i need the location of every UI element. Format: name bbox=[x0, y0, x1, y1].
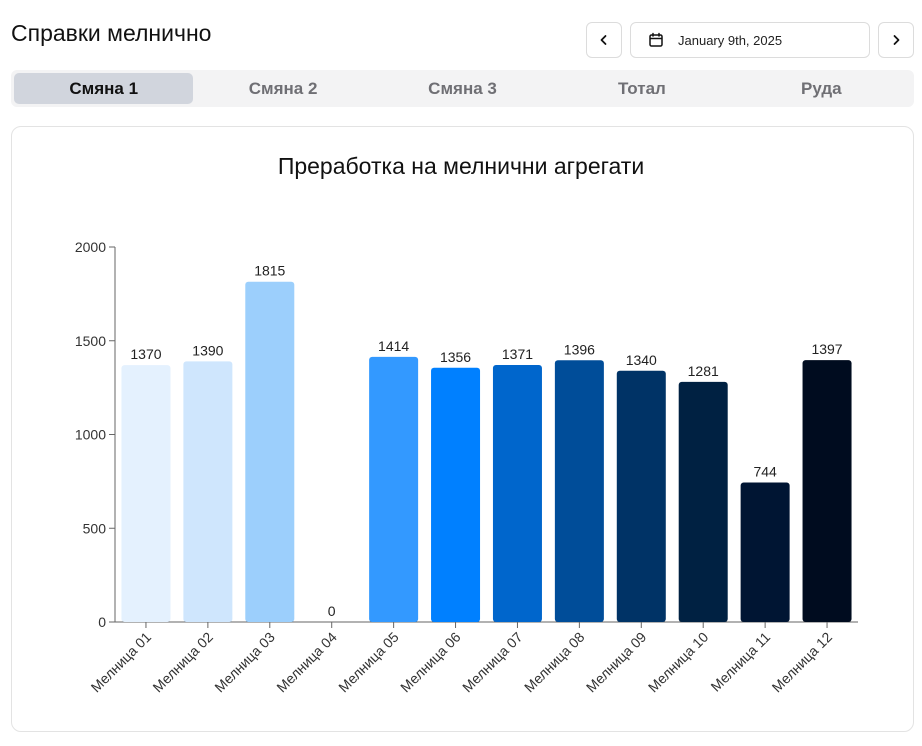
bar bbox=[369, 356, 419, 622]
x-tick-label: Мелница 11 bbox=[707, 629, 773, 695]
bar bbox=[802, 360, 852, 622]
shift-tabs: Смяна 1 Смяна 2 Смяна 3 Тотал Руда bbox=[11, 70, 914, 107]
tab-ore[interactable]: Руда bbox=[801, 78, 842, 98]
x-tick-label: Мелница 07 bbox=[459, 629, 526, 696]
tab-shift-1[interactable]: Смяна 1 bbox=[14, 73, 194, 104]
x-tick-label: Мелница 04 bbox=[273, 629, 340, 696]
y-tick-label: 1000 bbox=[75, 427, 106, 443]
bar-value-label: 1340 bbox=[626, 352, 657, 368]
bar bbox=[616, 370, 666, 622]
bar-value-label: 0 bbox=[328, 603, 336, 619]
bar bbox=[554, 360, 604, 622]
bar-value-label: 744 bbox=[753, 464, 777, 480]
next-day-button[interactable] bbox=[878, 22, 914, 58]
calendar-icon bbox=[649, 32, 663, 47]
date-label: January 9th, 2025 bbox=[678, 32, 783, 48]
x-tick-label: Мелница 05 bbox=[335, 629, 402, 696]
x-tick-label: Мелница 10 bbox=[645, 629, 712, 696]
bar bbox=[431, 367, 481, 622]
x-tick-label: Мелница 02 bbox=[149, 629, 216, 696]
bar-value-label: 1356 bbox=[440, 349, 471, 365]
previous-day-button[interactable] bbox=[586, 22, 622, 58]
date-picker-button[interactable]: January 9th, 2025 bbox=[630, 22, 870, 58]
bar-value-label: 1370 bbox=[130, 346, 161, 362]
y-tick-label: 0 bbox=[98, 614, 106, 630]
bar-value-label: 1396 bbox=[564, 341, 595, 357]
bar bbox=[492, 364, 542, 622]
x-tick-label: Мелница 12 bbox=[769, 629, 836, 696]
y-tick-label: 1500 bbox=[75, 333, 106, 349]
chart-title: Преработка на мелнични агрегати bbox=[277, 153, 645, 179]
y-tick-label: 2000 bbox=[75, 239, 106, 255]
x-tick-label: Мелница 01 bbox=[88, 629, 155, 696]
bar bbox=[245, 281, 295, 622]
bar bbox=[183, 361, 233, 622]
bar bbox=[121, 365, 171, 622]
date-navigator: January 9th, 2025 bbox=[586, 22, 914, 58]
page-title: Справки мелнично bbox=[11, 20, 212, 46]
bar-value-label: 1390 bbox=[192, 342, 223, 358]
bar-value-label: 1371 bbox=[502, 346, 533, 362]
chevron-right-icon bbox=[893, 35, 900, 45]
bar bbox=[678, 381, 728, 622]
y-tick-label: 500 bbox=[83, 520, 107, 536]
tab-shift-2[interactable]: Смяна 2 bbox=[248, 78, 318, 98]
tab-total[interactable]: Тотал bbox=[617, 78, 666, 98]
bar-value-label: 1815 bbox=[254, 263, 285, 279]
x-tick-label: Мелница 06 bbox=[397, 629, 464, 696]
chevron-left-icon bbox=[600, 35, 607, 45]
bar bbox=[740, 482, 790, 622]
bar-value-label: 1414 bbox=[378, 338, 409, 354]
x-tick-label: Мелница 08 bbox=[521, 629, 588, 696]
bar-value-label: 1397 bbox=[811, 341, 842, 357]
x-tick-label: Мелница 03 bbox=[211, 629, 278, 696]
x-tick-label: Мелница 09 bbox=[583, 629, 650, 696]
tab-shift-3[interactable]: Смяна 3 bbox=[428, 78, 497, 98]
bar-value-label: 1281 bbox=[688, 363, 719, 379]
